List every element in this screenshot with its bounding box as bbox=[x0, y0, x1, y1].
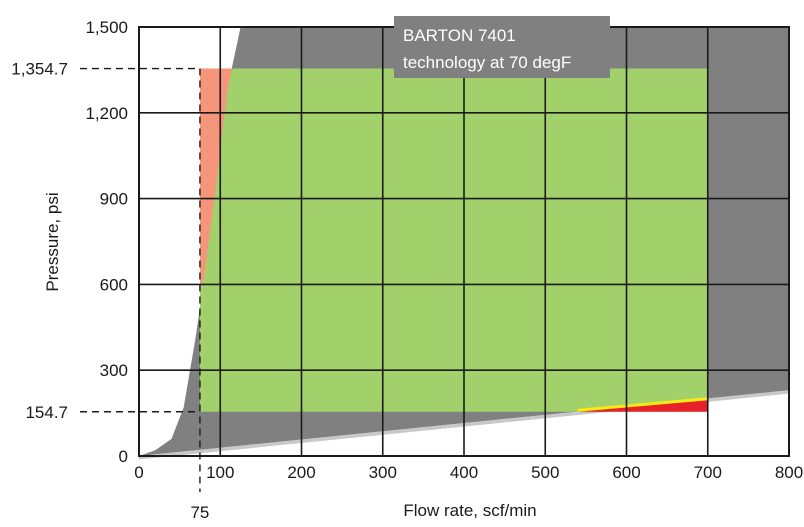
annotation-line-2: technology at 70 degF bbox=[403, 53, 571, 72]
yellow-line bbox=[577, 397, 708, 412]
x-tick-labels: 0 100 200 300 400 500 600 700 800 bbox=[134, 463, 803, 482]
reference-label-y: 1,354.7 bbox=[11, 60, 68, 79]
x-tick-label: 100 bbox=[206, 463, 234, 482]
salmon-region bbox=[199, 68, 233, 412]
annotation-box: BARTON 7401 technology at 70 degF bbox=[394, 16, 610, 78]
x-tick-label: 200 bbox=[287, 463, 315, 482]
y-tick-label: 1,200 bbox=[85, 104, 128, 123]
x-tick-label: 400 bbox=[450, 463, 478, 482]
green-region bbox=[199, 68, 708, 412]
y-tick-label: 0 bbox=[119, 447, 128, 466]
x-axis-label: Flow rate, scf/min bbox=[403, 501, 536, 520]
y-tick-label: 900 bbox=[100, 190, 128, 209]
x-tick-label: 600 bbox=[612, 463, 640, 482]
reference-label-x: 75 bbox=[190, 503, 209, 522]
reference-label-y: 154.7 bbox=[25, 403, 68, 422]
x-tick-label: 700 bbox=[694, 463, 722, 482]
y-tick-labels: 0 300 600 900 1,200 1,500 bbox=[85, 18, 128, 466]
y-tick-label: 300 bbox=[100, 361, 128, 380]
reference-lines: 75 1,354.7 154.7 bbox=[11, 60, 209, 522]
y-tick-label: 600 bbox=[100, 275, 128, 294]
annotation-line-1: BARTON 7401 bbox=[403, 26, 516, 45]
x-tick-label: 300 bbox=[369, 463, 397, 482]
x-tick-label: 0 bbox=[134, 463, 143, 482]
y-tick-label: 1,500 bbox=[85, 18, 128, 37]
y-axis-label: Pressure, psi bbox=[43, 192, 62, 291]
annotation-background bbox=[394, 16, 610, 78]
x-tick-label: 500 bbox=[531, 463, 559, 482]
x-tick-label: 800 bbox=[775, 463, 803, 482]
